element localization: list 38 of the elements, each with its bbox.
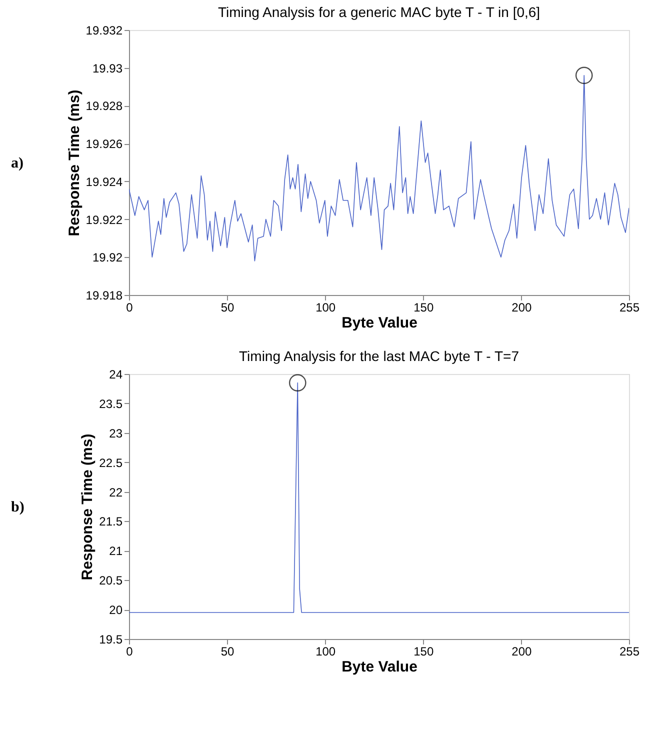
x-tick-label: 50 bbox=[220, 644, 235, 658]
x-tick-label: 255 bbox=[619, 300, 640, 314]
text: b) bbox=[11, 500, 24, 516]
y-tick-label: 21 bbox=[109, 544, 123, 558]
y-tick-label: 19.5 bbox=[99, 632, 123, 646]
x-tick-label: 0 bbox=[126, 300, 134, 314]
x-axis-title: Byte Value bbox=[342, 314, 418, 332]
y-tick-label: 19.932 bbox=[86, 24, 123, 38]
x-tick-label: 200 bbox=[512, 644, 532, 658]
x-tick-label: 100 bbox=[316, 644, 336, 658]
y-tick-label: 19.93 bbox=[92, 61, 123, 76]
x-tick-label: 255 bbox=[619, 644, 640, 658]
y-tick-label: 23.5 bbox=[99, 396, 123, 411]
y-tick-label: 22 bbox=[109, 485, 123, 500]
x-tick-label: 150 bbox=[414, 644, 434, 658]
y-axis-title: Response Time (ms) bbox=[66, 90, 83, 236]
y-tick-label: 20 bbox=[109, 603, 123, 618]
y-tick-label: 22.5 bbox=[99, 456, 123, 470]
y-tick-label: 24 bbox=[109, 368, 123, 382]
y-tick-label: 19.922 bbox=[86, 212, 123, 227]
y-tick-label: 21.5 bbox=[99, 514, 123, 529]
chart-title: Timing Analysis for the last MAC byte T - T=7 bbox=[239, 348, 520, 364]
y-tick-label: 23 bbox=[109, 426, 123, 440]
x-tick-label: 200 bbox=[512, 300, 532, 314]
y-tick-label: 19.926 bbox=[86, 137, 123, 152]
y-tick-label: 19.924 bbox=[86, 174, 123, 189]
y-tick-label: 19.918 bbox=[86, 288, 123, 302]
chart-title: Timing Analysis for a generic MAC byte T - T in [0,6] bbox=[218, 4, 540, 20]
x-tick-label: 100 bbox=[316, 300, 336, 314]
y-tick-label: 19.92 bbox=[92, 250, 123, 265]
y-tick-label: 19.928 bbox=[86, 99, 123, 114]
x-tick-label: 0 bbox=[126, 644, 134, 658]
x-tick-label: 150 bbox=[414, 300, 434, 314]
y-axis-title: Response Time (ms) bbox=[79, 434, 96, 580]
x-tick-label: 50 bbox=[220, 300, 235, 314]
x-axis-title: Byte Value bbox=[342, 658, 418, 676]
y-tick-label: 20.5 bbox=[99, 574, 123, 588]
text: a) bbox=[11, 156, 24, 172]
